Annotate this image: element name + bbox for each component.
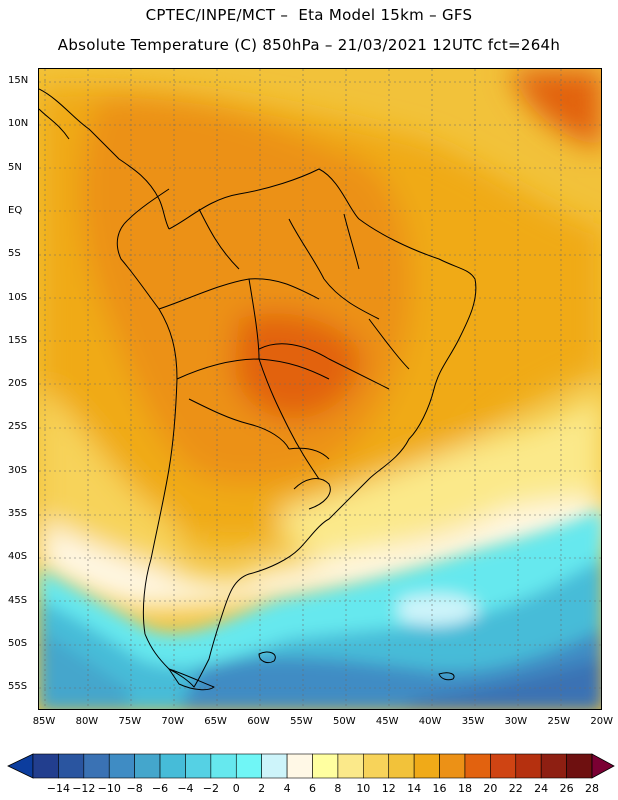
lat-label: 15N [8,75,29,86]
colorbar-swatch [464,753,491,779]
lat-label: 10N [8,118,29,130]
colorbar-tick-label: −4 [177,782,194,795]
colorbar-tick-label: 2 [258,782,266,795]
coastlines [39,88,477,691]
lon-label: 65W [204,716,227,727]
colorbar-tick-label: 20 [483,782,498,795]
colorbar-swatch [261,753,288,779]
colorbar-tick-label: −10 [97,782,121,795]
lat-label: EQ [8,204,23,216]
colorbar-swatch [134,753,161,779]
colorbar-swatch [363,753,390,779]
lon-label: 55W [290,716,313,727]
lon-label: 25W [547,716,571,727]
colorbar-swatch [210,753,237,779]
lat-label: 35S [8,508,28,519]
colorbar-swatch [286,753,313,779]
colorbar-tick-label: 4 [283,782,291,795]
temperature-map [38,68,602,710]
colorbar-tick-label: 18 [457,782,472,795]
colorbar-swatch [515,753,542,779]
lon-label: 50W [332,716,356,727]
lon-label: 20W [590,716,613,727]
colorbar-swatch [58,753,85,779]
colorbar [7,753,615,779]
lat-label: 10S [8,291,28,303]
colorbar-tick-label: −2 [202,782,219,795]
colorbar-tick-label: 28 [585,782,599,795]
colorbar-swatch [159,753,186,779]
colorbar-tick-label: −8 [126,782,143,795]
lon-label: 80W [75,716,99,727]
colorbar-swatch [540,753,567,779]
colorbar-tick-label: −6 [151,782,169,795]
colorbar-swatch [388,753,415,779]
colorbar-swatch [413,753,440,779]
colorbar-swatch [32,753,59,779]
lon-label: 45W [375,716,399,727]
lat-lon-grid [39,69,601,709]
lat-label: 50S [8,637,28,649]
title-line-1: CPTEC/INPE/MCT – Eta Model 15km – GFS [145,6,473,24]
lon-label: 30W [504,716,528,727]
lat-label: 30S [8,464,28,476]
colorbar-swatch [566,753,593,779]
colorbar-tick-label: 6 [309,782,316,795]
lon-label: 40W [418,716,442,727]
colorbar-tick-label: −14 [46,782,71,795]
lat-label: 15S [8,334,28,346]
colorbar-tick-label: 26 [559,782,574,795]
title-line-2: Absolute Temperature (C) 850hPa – 21/03/… [57,36,561,54]
colorbar-tick-label: 10 [356,782,371,795]
lat-label: 25S [8,421,28,433]
lat-label: 55S [8,681,28,693]
lon-label: 35W [461,716,485,727]
colorbar-tick-label: 16 [432,782,447,795]
colorbar-tick-label: 14 [407,782,422,795]
colorbar-tick-label: 22 [508,782,523,795]
lon-label: 70W [161,716,184,727]
colorbar-swatch [439,753,466,779]
colorbar-swatch [337,753,364,779]
lat-label: 5N [8,161,22,173]
colorbar-swatch [108,753,135,779]
lat-label: 40S [8,551,28,563]
colorbar-tick-label: 24 [534,782,549,795]
colorbar-tick-label: −12 [72,782,96,795]
temperature-field [39,69,601,709]
colorbar-tick-label: 0 [232,782,240,795]
colorbar-swatch [185,753,212,779]
colorbar-swatch [490,753,517,779]
colorbar-under-arrow [7,753,34,779]
lat-label: 20S [8,378,28,390]
colorbar-tick-label: 8 [334,782,342,795]
lon-label: 60W [247,716,270,727]
lat-label: 45S [8,594,28,606]
colorbar-tick-label: 12 [381,782,396,795]
lat-label: 5S [8,248,21,260]
lon-label: 75W [118,716,142,727]
colorbar-swatch [235,753,262,779]
colorbar-over-arrow [591,753,615,779]
lon-label: 85W [32,716,56,727]
colorbar-swatch [83,753,110,779]
colorbar-swatch [312,753,339,779]
